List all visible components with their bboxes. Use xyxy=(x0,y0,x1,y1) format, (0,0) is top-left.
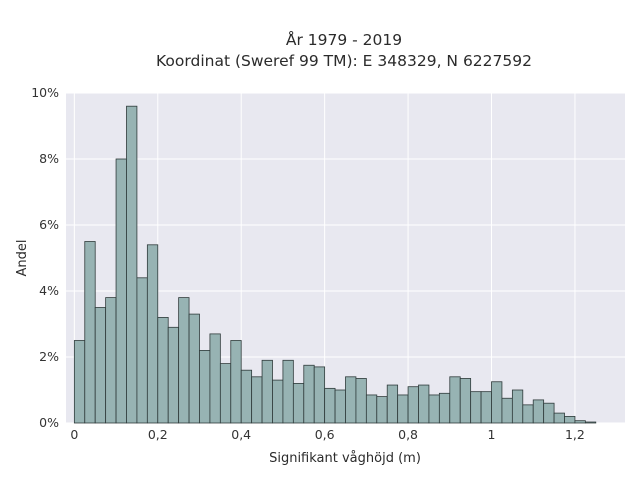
histogram-bar-29 xyxy=(376,396,388,424)
histogram-bar-27 xyxy=(355,378,367,424)
histogram-bar-33 xyxy=(418,384,430,424)
histogram-bar-37 xyxy=(459,378,472,424)
x-tick-label-3: 0,6 xyxy=(315,427,335,442)
histogram-bar-14 xyxy=(219,363,232,424)
histogram-bar-49 xyxy=(584,421,597,424)
x-tick-label-2: 0,4 xyxy=(231,427,251,442)
histogram-bar-32 xyxy=(407,386,419,424)
histogram-bar-25 xyxy=(334,389,346,424)
histogram-bar-43 xyxy=(522,404,534,424)
histogram-bar-12 xyxy=(199,349,211,424)
histogram-bar-20 xyxy=(282,359,294,424)
histogram-bar-11 xyxy=(188,313,200,424)
histogram-bar-38 xyxy=(470,391,482,424)
x-tick-label-0: 0 xyxy=(70,427,78,442)
histogram-bar-1 xyxy=(84,241,96,424)
histogram-bar-48 xyxy=(574,420,586,424)
x-tick-label-5: 1 xyxy=(488,427,496,442)
histogram-bar-2 xyxy=(94,307,107,424)
histogram-bar-44 xyxy=(532,399,545,424)
y-axis-label: Andel xyxy=(15,240,30,277)
histogram-bar-30 xyxy=(386,384,399,424)
histogram-bar-26 xyxy=(345,376,357,424)
x-tick-label-1: 0,2 xyxy=(148,427,168,442)
histogram-bar-16 xyxy=(240,369,253,424)
histogram-bar-39 xyxy=(480,391,492,424)
histogram-bar-41 xyxy=(501,397,513,424)
y-tick-label-4: 8% xyxy=(39,151,59,166)
histogram-bar-21 xyxy=(292,382,305,424)
histogram-bar-24 xyxy=(324,387,336,424)
histogram-bar-13 xyxy=(209,333,221,424)
histogram-bar-9 xyxy=(167,326,180,424)
histogram-bar-35 xyxy=(438,392,451,424)
y-tick-label-3: 6% xyxy=(39,217,59,232)
histogram-bar-17 xyxy=(251,376,263,424)
histogram-bar-7 xyxy=(146,244,159,424)
y-tick-label-2: 4% xyxy=(39,283,59,298)
histogram-bar-40 xyxy=(491,381,503,424)
x-tick-label-4: 0,8 xyxy=(398,427,418,442)
histogram-bar-6 xyxy=(136,277,148,424)
chart-title-line-1: År 1979 - 2019 xyxy=(286,30,402,49)
histogram-bar-8 xyxy=(157,316,169,424)
histogram-bar-47 xyxy=(564,415,576,424)
y-tick-label-1: 2% xyxy=(39,349,59,364)
histogram-bar-46 xyxy=(553,412,565,424)
histogram-bar-0 xyxy=(73,340,86,424)
histogram-bar-45 xyxy=(543,402,555,424)
histogram-bar-34 xyxy=(428,394,440,424)
histogram-bar-3 xyxy=(105,297,117,424)
histogram-bar-23 xyxy=(313,366,326,424)
histogram-bar-42 xyxy=(511,389,524,424)
histogram-bar-10 xyxy=(178,297,190,424)
x-tick-label-6: 1,2 xyxy=(565,427,585,442)
histogram-bar-5 xyxy=(126,105,138,424)
histogram-bars xyxy=(73,105,597,424)
y-tick-label-5: 10% xyxy=(31,85,59,100)
histogram-bar-22 xyxy=(303,364,315,424)
y-tick-label-0: 0% xyxy=(39,415,59,430)
histogram-bar-15 xyxy=(230,340,242,424)
histogram-bar-28 xyxy=(365,394,378,424)
x-axis-ticks: 0 0,2 0,4 0,6 0,8 1 1,2 xyxy=(70,427,585,442)
histogram-bar-18 xyxy=(261,359,273,424)
x-axis-label: Signifikant våghöjd (m) xyxy=(269,451,421,466)
y-axis-ticks: 0% 2% 4% 6% 8% 10% xyxy=(31,85,59,430)
chart-title-line-2: Koordinat (Sweref 99 TM): E 348329, N 62… xyxy=(156,52,532,70)
histogram-bar-36 xyxy=(449,376,461,424)
histogram-bar-19 xyxy=(272,379,284,424)
histogram-bar-31 xyxy=(397,394,409,424)
histogram-bar-4 xyxy=(115,158,127,424)
